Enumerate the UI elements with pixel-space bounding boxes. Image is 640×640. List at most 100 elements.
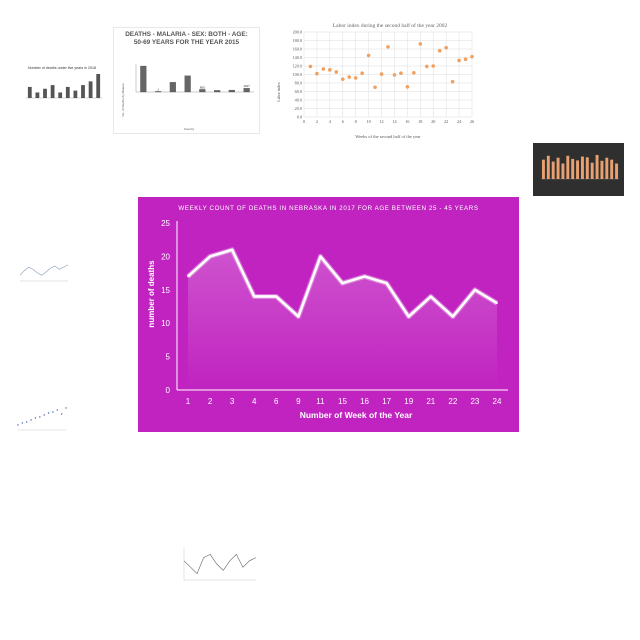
thumb-4-bar	[580, 156, 584, 179]
thumb-3-point	[444, 45, 448, 50]
main-chart-x-tick-label: 23	[470, 397, 479, 406]
main-chart-x-tick-label: 9	[296, 397, 301, 406]
thumb-1-bar	[27, 86, 32, 98]
thumb-3-x-tick-label: 22	[444, 119, 448, 124]
thumb-3-y-tick-label: 180.0	[293, 38, 302, 43]
thumb-3-x-tick-label: 4	[329, 119, 332, 124]
thumb-1-bar	[58, 92, 63, 98]
thumb-3-point	[470, 54, 474, 59]
thumb-3-point	[424, 64, 429, 69]
main-chart-point	[452, 315, 454, 318]
thumb-4-bar	[615, 163, 619, 179]
thumb-3-x-tick-label: 24	[457, 119, 462, 124]
thumb-7-line	[183, 553, 257, 575]
main-chart-y-tick-label: 0	[166, 386, 171, 395]
thumb-3-y-tick-label: 80.0	[295, 81, 302, 86]
thumb-malaria-svg: DEATHS - MALARIA - SEX: BOTH - AGE: 50-6…	[121, 31, 254, 131]
thumb-1-bar	[81, 85, 85, 98]
thumb-deaths-under-five-title: Number of deaths under five years in 201…	[28, 66, 96, 70]
thumb-bottom-line-chart[interactable]	[170, 538, 260, 596]
thumb-2-bar	[228, 89, 235, 93]
thumb-3-point	[340, 77, 345, 81]
main-chart-ylabel: number of deaths	[147, 260, 156, 328]
thumb-dark-bar-chart[interactable]	[533, 143, 624, 196]
thumb-3-x-tick-label: 26	[470, 119, 474, 124]
thumb-3-point	[379, 72, 384, 76]
thumb-3-point	[392, 73, 397, 77]
main-chart-point	[385, 282, 388, 284]
thumb-3-y-tick-label: 40.0	[295, 98, 302, 103]
main-chart-x-tick-label: 1	[186, 397, 191, 406]
thumb-1-bar	[43, 88, 47, 98]
thumb-3-point	[366, 53, 371, 58]
thumb-4-bar	[610, 159, 614, 179]
thumb-2-bar	[214, 90, 221, 93]
thumb-3-point	[431, 64, 436, 68]
thumb-6-point	[60, 413, 63, 415]
main-chart-x-tick-label: 16	[360, 397, 369, 406]
thumb-1-bar	[50, 85, 55, 98]
thumb-3-point	[412, 71, 416, 75]
thumb-4-bar	[585, 157, 589, 179]
thumb-3-x-tick-label: 0	[303, 119, 305, 124]
main-chart-x-tick-label: 21	[426, 397, 435, 406]
thumb-3-point	[373, 85, 377, 90]
thumb-6-point	[43, 414, 45, 416]
thumb-6-point	[17, 424, 19, 426]
main-chart-x-tick-label: 15	[338, 397, 347, 406]
thumb-3-x-tick-label: 6	[342, 119, 344, 124]
thumb-2-data-label: 805	[200, 85, 205, 89]
main-chart-point	[341, 282, 344, 284]
thumb-4-bar	[561, 163, 565, 179]
main-chart-point	[407, 315, 410, 318]
thumb-4-bar	[576, 160, 580, 179]
thumb-3-y-tick-label: 0.0	[297, 115, 302, 120]
thumb-3-y-tick-label: 100.0	[293, 72, 302, 77]
main-chart-x-tick-label: 6	[274, 397, 279, 406]
thumb-small-scatter-chart[interactable]	[12, 404, 70, 436]
thumb-4-bar	[566, 155, 570, 179]
thumb-5-line	[19, 264, 69, 276]
thumb-3-y-tick-label: 60.0	[295, 89, 302, 94]
thumb-3-point	[315, 71, 319, 76]
thumb-2-data-label: 1	[157, 87, 159, 91]
thumb-1-bar	[35, 92, 40, 98]
thumb-3-point	[463, 57, 468, 61]
thumb-malaria-chart[interactable]: DEATHS - MALARIA - SEX: BOTH - AGE: 50-6…	[114, 28, 259, 133]
thumb-3-x-tick-label: 12	[379, 119, 383, 124]
thumb-small-scatter-svg	[17, 407, 67, 431]
thumb-4-bar	[571, 158, 575, 179]
thumb-3-x-tick-label: 8	[355, 119, 357, 124]
thumb-4-bar	[600, 160, 604, 179]
main-chart-point	[297, 315, 300, 318]
thumb-3-x-tick-label: 20	[431, 119, 435, 124]
thumb-3-y-tick-label: 140.0	[293, 55, 302, 60]
thumb-small-line-chart[interactable]	[12, 247, 72, 287]
thumb-2-bar	[140, 65, 147, 93]
thumb-6-point	[26, 421, 28, 423]
thumb-4-bar	[556, 157, 560, 179]
main-chart-y-tick-label: 25	[161, 219, 170, 228]
thumb-3-point	[334, 70, 339, 74]
thumb-3-x-tick-label: 16	[405, 119, 409, 124]
main-chart-point	[187, 275, 189, 278]
main-chart-title: WEEKLY COUNT OF DEATHS IN NEBRASKA IN 20…	[178, 205, 478, 212]
thumb-3-point	[437, 48, 442, 53]
thumb-labor-index-svg: Labor index during the second half of th…	[276, 22, 474, 139]
thumb-6-point	[52, 411, 54, 413]
main-chart-y-tick-label: 15	[161, 286, 170, 295]
thumb-deaths-under-five-chart[interactable]: Number of deaths under five years in 201…	[18, 62, 106, 120]
thumb-3-point	[328, 68, 332, 72]
main-chart-card[interactable]: WEEKLY COUNT OF DEATHS IN NEBRASKA IN 20…	[138, 197, 519, 432]
thumb-3-point	[360, 71, 364, 76]
thumb-3-point	[405, 85, 410, 89]
thumb-labor-index-chart[interactable]: Labor index during the second half of th…	[272, 20, 482, 142]
thumb-3-point	[321, 67, 326, 71]
thumb-malaria-title: DEATHS - MALARIA - SEX: BOTH - AGE: 50-6…	[125, 31, 248, 46]
main-chart-point	[429, 295, 432, 298]
main-chart-point	[231, 248, 233, 251]
thumb-labor-index-ylabel: Labor index	[276, 82, 281, 101]
thumb-malaria-ylabel: No. of Deaths by Malaria	[121, 83, 125, 116]
main-chart-point	[275, 295, 278, 298]
main-chart-x-tick-label: 17	[382, 397, 391, 406]
